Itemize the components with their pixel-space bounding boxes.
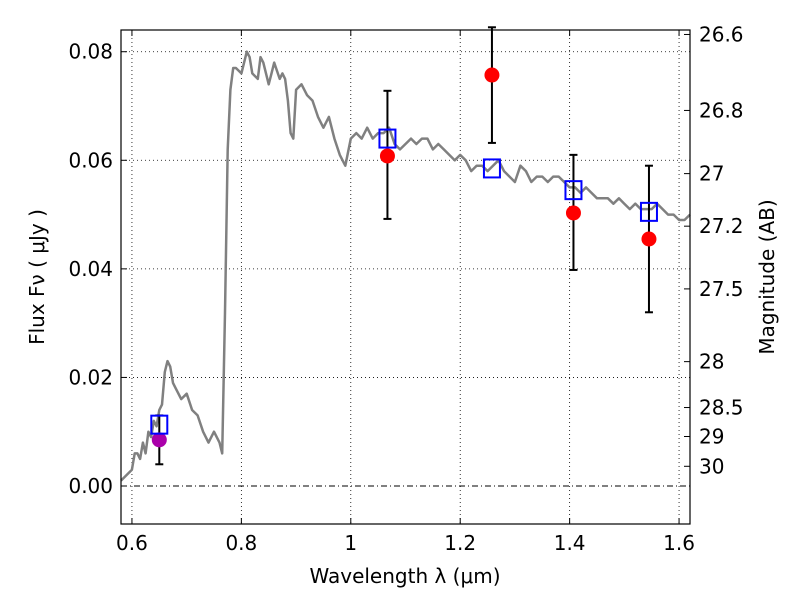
model-point [639,201,658,222]
model-point [482,158,501,179]
right-tick-label: 29 [699,424,724,448]
right-tick-label: 30 [699,454,724,478]
model-spectrum-layer [120,50,691,482]
x-tick-label: 1.4 [554,531,586,555]
right-tick-label: 28 [699,350,724,374]
x-tick-label: 1.2 [444,531,476,555]
observed-point [641,231,657,247]
grid-lines [121,30,690,524]
x-axis-title: Wavelength λ (μm) [309,564,500,588]
right-axis-ticks: 26.6 26.8 27 27.2 27.5 28 28.5 29 30 [684,22,744,478]
model-point [150,414,169,435]
y-tick-label: 0.04 [68,257,113,281]
y-axis-title: Flux Fν ( μJy ) [25,209,49,345]
right-tick-label: 26.6 [699,22,744,46]
plot-frame [120,29,691,525]
y-tick-label: 0.00 [68,474,113,498]
y-tick-label: 0.06 [68,148,113,172]
y-tick-label: 0.08 [68,40,113,64]
right-tick-label: 28.5 [699,396,744,420]
observed-point [379,148,395,164]
x-tick-label: 0.8 [225,531,257,555]
right-tick-label: 27 [699,162,724,186]
observed-point [151,432,167,448]
x-tick-label: 1.6 [663,531,695,555]
observed-point [484,67,500,83]
right-tick-label: 27.2 [699,214,744,238]
model-spectrum-line [120,50,691,482]
x-tick-label: 1 [344,531,357,555]
right-axis-title: Magnitude (AB) [755,199,779,354]
right-tick-label: 27.5 [699,277,744,301]
model-point [564,180,583,201]
y-tick-label: 0.02 [68,365,113,389]
model-points [150,128,658,435]
model-point [378,128,397,149]
y-axis-ticks: 0.00 0.02 0.04 0.06 0.08 [68,40,127,498]
x-tick-label: 0.6 [116,531,148,555]
observed-points [151,67,657,448]
plot-background [121,30,690,524]
observed-point [565,205,581,221]
right-tick-label: 26.8 [699,98,744,122]
x-axis-ticks: 0.6 0.8 1 1.2 1.4 1.6 [116,30,695,555]
